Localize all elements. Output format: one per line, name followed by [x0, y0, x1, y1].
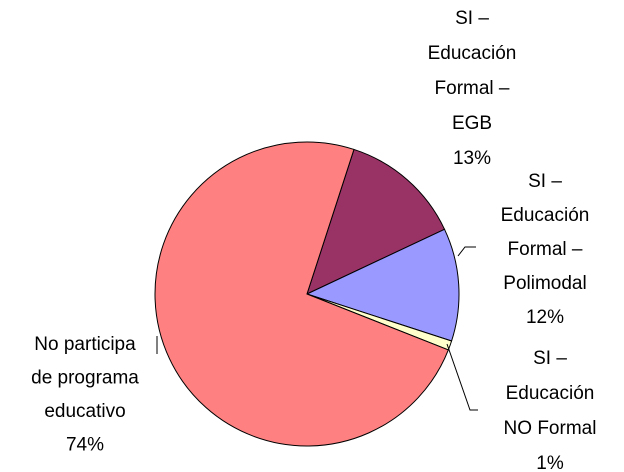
- label-line: NO Formal: [504, 418, 597, 439]
- leader-line: [457, 246, 476, 257]
- label-line: Formal –: [508, 239, 583, 260]
- category-label: SI – Educación Formal – Polimodal: [501, 171, 590, 294]
- value-label: 12%: [526, 307, 564, 328]
- label-line: Formal –: [435, 78, 510, 99]
- label-line: Polimodal: [503, 273, 586, 294]
- value-label: 74%: [66, 435, 104, 456]
- label-line: de programa: [31, 368, 139, 389]
- label-line: EGB: [452, 113, 492, 134]
- label-line: SI –: [533, 348, 567, 369]
- pie-slice: [305, 228, 460, 342]
- label-line: Educación: [501, 205, 590, 226]
- value-label: 1%: [536, 453, 564, 472]
- label-line: No participa: [34, 334, 136, 355]
- category-label: No participa de programa educativo: [31, 334, 139, 422]
- category-label: SI – Educación Formal – EGB: [428, 8, 517, 134]
- category-label: SI – Educación NO Formal: [504, 348, 597, 439]
- label-line: Educación: [428, 43, 517, 64]
- label-line: educativo: [44, 401, 125, 422]
- label-line: SI –: [528, 171, 562, 192]
- leader-line: [446, 343, 478, 411]
- pie-slice: [154, 141, 449, 447]
- value-label: 13%: [453, 148, 491, 169]
- label-line: Educación: [506, 383, 595, 404]
- pie-slice: [306, 148, 446, 295]
- slices: [154, 141, 460, 447]
- label-line: SI –: [455, 8, 489, 29]
